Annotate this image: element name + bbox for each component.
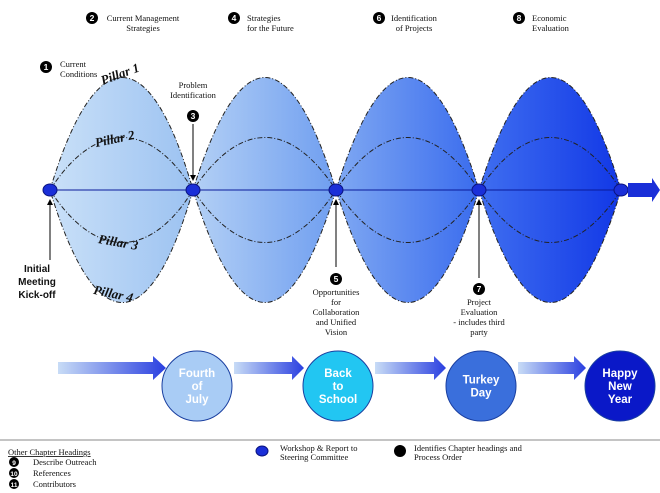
step-number: 5 — [334, 274, 339, 284]
holiday-label-line: of — [192, 381, 203, 393]
step-label-line: Current — [60, 59, 87, 69]
holiday-label-line: New — [608, 381, 632, 393]
step-number-badge — [330, 273, 342, 285]
legend-number: 9 — [12, 460, 16, 467]
legend-label: Describe Outreach — [33, 457, 97, 467]
workshop-dot — [255, 445, 269, 457]
pillar-curves — [49, 137, 622, 243]
legend: Other Chapter Headings 9 Describe Outreac… — [8, 443, 523, 489]
step-number-badge — [473, 283, 485, 295]
holiday-label-line: Back — [324, 368, 352, 380]
step-label-line: Problem — [179, 80, 208, 90]
step-number-badge — [373, 12, 385, 24]
pillar-label-3: Pillar 3 — [97, 231, 140, 253]
step-number: 8 — [517, 13, 522, 23]
step-label-line: Strategies — [247, 13, 281, 23]
identifies-line-1: Identifies Chapter headings and — [414, 443, 523, 453]
step-label-line: Opportunities — [313, 287, 360, 297]
pointer-arrows — [47, 124, 482, 278]
node-dot — [471, 183, 487, 197]
legend-item: 9 Describe Outreach — [9, 457, 97, 467]
step-label-line: Project — [467, 297, 492, 307]
step-label-line: Economic — [532, 13, 567, 23]
step-label-line: Strategies — [126, 23, 160, 33]
node-dot — [328, 183, 344, 197]
step-label-line: and Unified — [316, 317, 357, 327]
step-number: 2 — [90, 13, 95, 23]
step-label-line: - includes third — [453, 317, 505, 327]
step-label-line: Conditions — [60, 69, 97, 79]
node-dot — [42, 183, 58, 197]
step-number: 3 — [191, 111, 196, 121]
holiday-label-line: School — [319, 394, 357, 406]
step-number: 1 — [44, 62, 49, 72]
workshop-line-2: Steering Committee — [280, 452, 348, 462]
step-number: 6 — [377, 13, 382, 23]
legend-item: 10 References — [9, 468, 71, 478]
legend-label: References — [33, 468, 71, 478]
step-number-badge — [228, 12, 240, 24]
kickoff-line-1: Initial — [24, 264, 50, 275]
holiday-label-line: July — [185, 394, 209, 406]
step-number-badge — [40, 61, 52, 73]
kickoff-line-2: Meeting — [18, 277, 56, 288]
kickoff-line-3: Kick-off — [18, 290, 56, 301]
step-label-line: Evaluation — [461, 307, 499, 317]
legend-number: 10 — [10, 471, 18, 478]
node-dot — [613, 183, 629, 197]
holiday-label-line: Fourth — [179, 368, 215, 380]
holiday-label-line: Happy — [602, 368, 638, 380]
step-label-line: for the Future — [247, 23, 294, 33]
holiday-label-line: Day — [470, 388, 492, 400]
step-label-line: Vision — [325, 327, 348, 337]
step-label-line: Collaboration — [313, 307, 360, 317]
legend-label: Contributors — [33, 479, 76, 489]
nodes — [42, 183, 629, 197]
holiday-label-line: Year — [608, 394, 633, 406]
step-label-line: for — [331, 297, 341, 307]
step-label-line: party — [470, 327, 488, 337]
holiday-arrows — [58, 356, 586, 380]
step-label-line: Identification — [170, 90, 217, 100]
holiday-label-line: Turkey — [463, 375, 500, 387]
step-number-badge — [187, 110, 199, 122]
identifies-line-2: Process Order — [414, 452, 462, 462]
legend-heading: Other Chapter Headings — [8, 447, 91, 457]
step-label-line: Current Management — [107, 13, 180, 23]
holiday-label-line: to — [333, 381, 344, 393]
step-label-line: Identification — [391, 13, 438, 23]
step-number: 4 — [232, 13, 237, 23]
end-arrow — [628, 178, 660, 202]
step-number-badge — [86, 12, 98, 24]
node-dot — [185, 183, 201, 197]
identifies-dot — [394, 445, 406, 457]
step-label-line: Evaluation — [532, 23, 570, 33]
legend-items: 9 Describe Outreach 10 References 11 Contribu… — [9, 457, 97, 489]
step-label-line: of Projects — [396, 23, 433, 33]
legend-item: 11 Contributors — [9, 479, 76, 489]
legend-number: 11 — [11, 482, 18, 489]
step-number-badge — [513, 12, 525, 24]
step-number: 7 — [477, 284, 482, 294]
workshop-line-1: Workshop & Report to — [280, 443, 357, 453]
